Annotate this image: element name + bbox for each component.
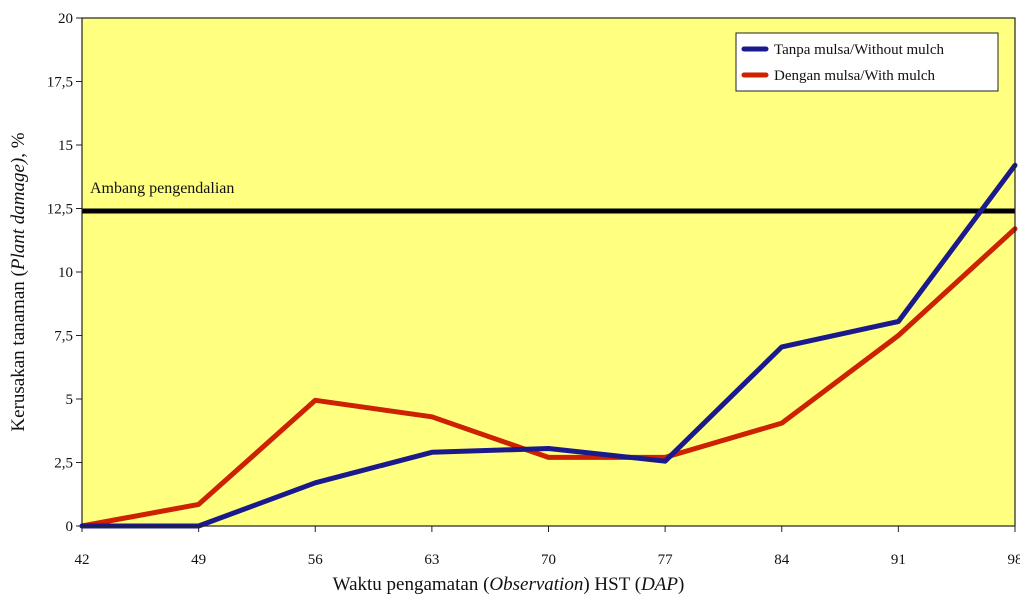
series-line-without-mulch bbox=[79, 162, 1018, 529]
series-line-with-mulch bbox=[79, 226, 1018, 529]
threshold-label: Ambang pengendalian bbox=[90, 180, 234, 197]
x-tick-label: 77 bbox=[658, 552, 674, 568]
x-tick-label: 63 bbox=[424, 552, 439, 568]
y-title-part1: Kerusakan tanaman ( bbox=[8, 270, 29, 431]
y-tick-label: 17,5 bbox=[47, 75, 73, 91]
x-title-part3: ) HST ( bbox=[583, 574, 641, 595]
x-tick-label: 91 bbox=[891, 552, 906, 568]
y-tick-label: 10 bbox=[58, 265, 73, 281]
y-tick-label: 15 bbox=[58, 138, 73, 154]
y-tick-label: 2,5 bbox=[54, 456, 73, 472]
y-title-part2: Plant damage) bbox=[8, 158, 29, 271]
legend-box bbox=[735, 32, 999, 92]
y-tick-label: 7,5 bbox=[54, 329, 73, 345]
x-title-part1: Waktu pengamatan ( bbox=[333, 574, 490, 595]
y-axis: 0 2,5 5 7,5 10 12,5 15 17,5 20 bbox=[47, 11, 82, 535]
legend-label-without-mulch: Tanpa mulsa/Without mulch bbox=[774, 42, 944, 58]
x-title-part2: Observation bbox=[489, 574, 583, 595]
series-group bbox=[79, 162, 1018, 529]
x-title-part4: DAP bbox=[640, 574, 678, 595]
x-tick-label: 70 bbox=[541, 552, 556, 568]
y-tick-label: 20 bbox=[58, 11, 73, 27]
x-tick-label: 56 bbox=[308, 552, 324, 568]
y-tick-label: 0 bbox=[66, 519, 74, 535]
x-tick-label: 98 bbox=[1008, 552, 1020, 568]
y-axis-title: Kerusakan tanaman (Plant damage), % bbox=[8, 132, 29, 431]
x-tick-label: 84 bbox=[774, 552, 790, 568]
plot-border bbox=[81, 17, 1016, 527]
y-tick-label: 5 bbox=[66, 392, 74, 408]
x-axis: 42 49 56 63 70 77 84 91 98 bbox=[75, 526, 1020, 568]
x-tick-label: 49 bbox=[191, 552, 206, 568]
plot-area bbox=[82, 18, 1015, 526]
legend-label-with-mulch: Dengan mulsa/With mulch bbox=[774, 68, 936, 84]
y-tick-label: 12,5 bbox=[47, 202, 73, 218]
legend: Tanpa mulsa/Without mulch Dengan mulsa/W… bbox=[735, 32, 999, 92]
x-axis-title: Waktu pengamatan (Observation) HST (DAP) bbox=[333, 574, 685, 595]
y-title-part3: , % bbox=[8, 132, 29, 158]
x-title-part5: ) bbox=[678, 574, 684, 595]
x-tick-label: 42 bbox=[75, 552, 90, 568]
